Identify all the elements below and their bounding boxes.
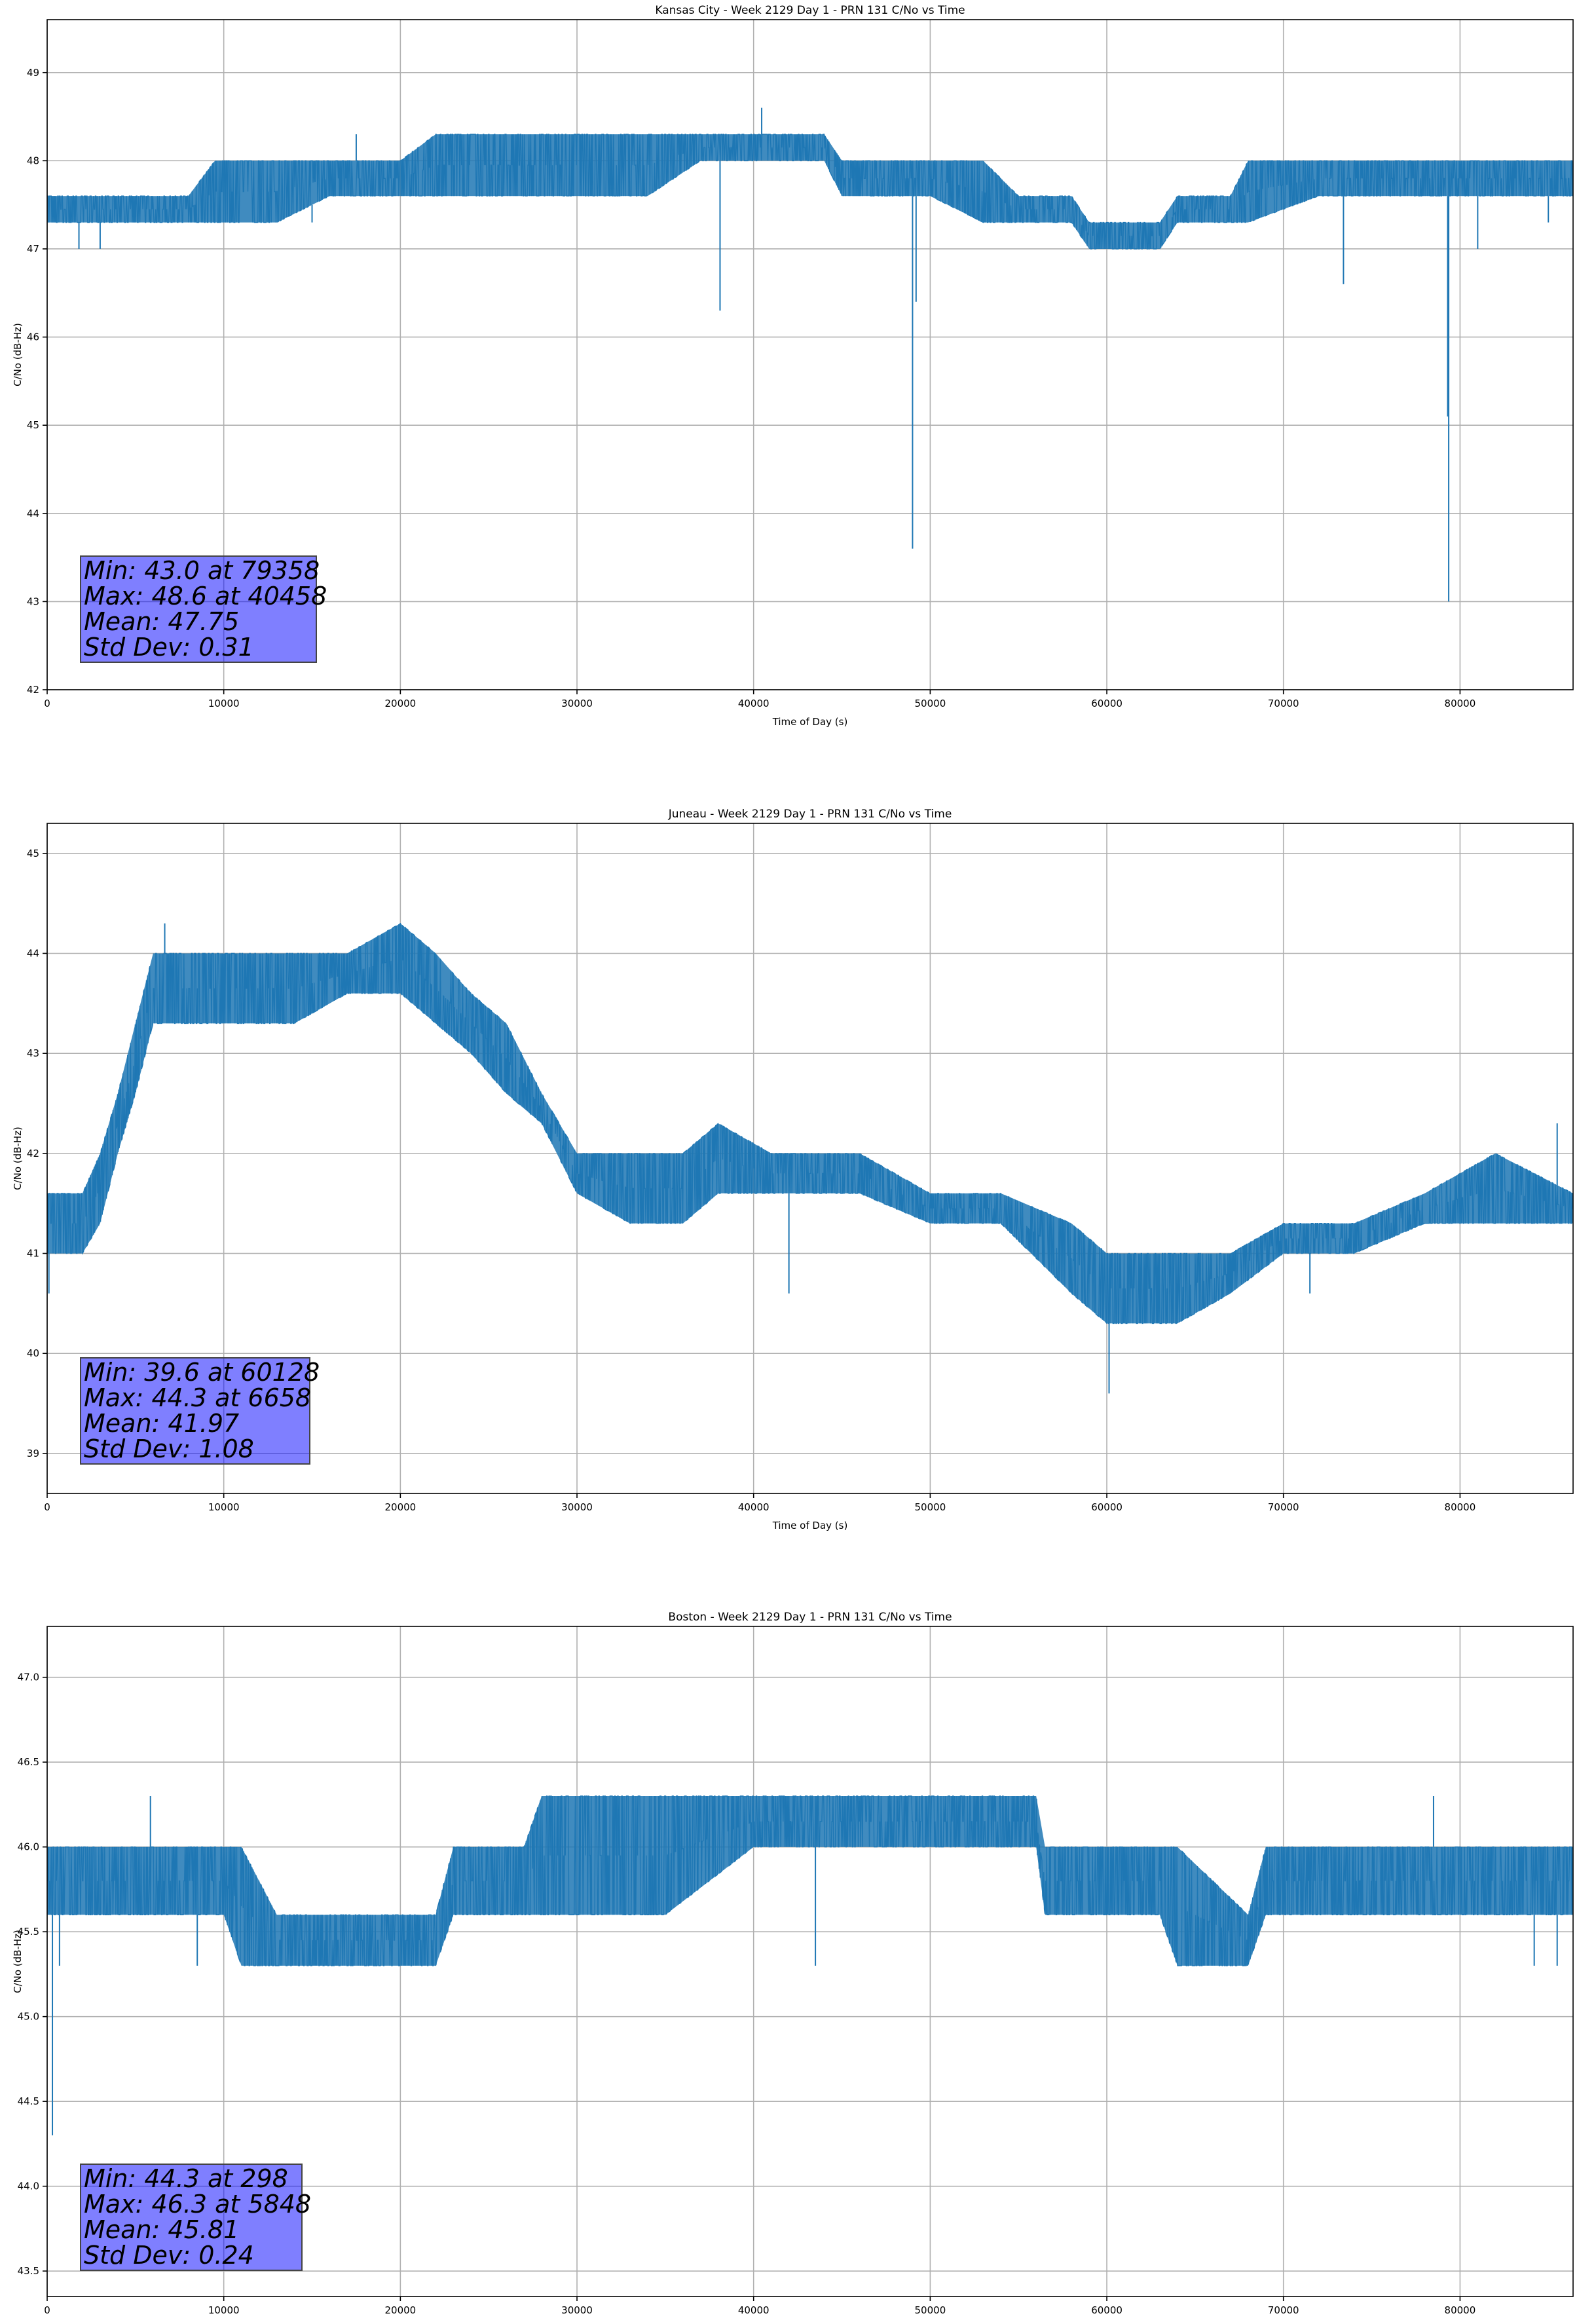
stats-line: Max: 46.3 at 5848: [84, 2190, 312, 2219]
x-tick-label: 80000: [1445, 698, 1476, 709]
x-tick-label: 20000: [384, 698, 416, 709]
x-tick-label: 0: [44, 2304, 50, 2316]
x-tick-label: 80000: [1445, 2304, 1476, 2316]
y-tick-label: 49: [27, 67, 39, 79]
y-tick-label: 42: [27, 1148, 39, 1159]
x-tick-label: 60000: [1091, 2304, 1122, 2316]
y-tick-label: 47.0: [18, 1672, 39, 1683]
y-tick-label: 44.5: [18, 2095, 39, 2107]
x-tick-label: 40000: [738, 1501, 770, 1513]
x-tick-label: 0: [44, 1501, 50, 1513]
stats-line: Mean: 47.75: [84, 607, 240, 636]
y-tick-label: 43: [27, 595, 39, 607]
y-tick-label: 46: [27, 331, 39, 343]
axes-frame: [46, 1626, 1574, 2297]
series-band: [47, 923, 1573, 1324]
stats-box: Min: 43.0 at 79358 Max: 48.6 at 40458 Mean…: [80, 555, 327, 663]
x-axis-label: Time of Day (s): [772, 716, 848, 728]
stats-box: Min: 39.6 at 60128 Max: 44.3 at 6658 Mean:…: [80, 1357, 320, 1465]
y-tick-label: 39: [27, 1448, 39, 1459]
y-tick-label: 40: [27, 1347, 39, 1359]
y-tick-label: 45: [27, 419, 39, 431]
x-tick-label: 0: [44, 698, 50, 709]
y-axis-label: C/No (dB-Hz): [12, 1930, 24, 1993]
stats-line: Min: 39.6 at 60128: [84, 1358, 320, 1387]
stats-line: Max: 44.3 at 6658: [84, 1383, 312, 1412]
series-band: [47, 1796, 1573, 1966]
x-tick-label: 50000: [915, 2304, 946, 2316]
y-tick-label: 47: [27, 243, 39, 255]
stats-line: Mean: 41.97: [84, 1409, 240, 1438]
x-tick-label: 10000: [208, 2304, 240, 2316]
stats-line: Max: 48.6 at 40458: [84, 582, 327, 610]
chart-title: Boston - Week 2129 Day 1 - PRN 131 C/No …: [668, 1611, 952, 1624]
series-line: [47, 107, 1573, 602]
axes-frame: [46, 19, 1574, 690]
y-axis-label: C/No (dB-Hz): [12, 1127, 24, 1190]
x-tick-label: 70000: [1268, 1501, 1299, 1513]
y-tick-label: 46.0: [18, 1841, 39, 1853]
axes-frame: [46, 823, 1574, 1494]
series-line: [47, 922, 1573, 1394]
y-tick-label: 46.5: [18, 1756, 39, 1768]
chart-panel-2: 0 10000 20000 30000 40000 50000 60000 70000 8000…: [12, 808, 1574, 1531]
stats-line: Std Dev: 0.24: [84, 2241, 254, 2270]
x-tick-label: 70000: [1268, 698, 1299, 709]
x-tick-label: 10000: [208, 698, 240, 709]
y-tick-label: 43: [27, 1047, 39, 1059]
series-band: [47, 134, 1573, 249]
stats-box: Min: 44.3 at 298 Max: 46.3 at 5848 Mean: 4…: [80, 2164, 312, 2271]
y-tick-label: 44.0: [18, 2181, 39, 2192]
x-tick-label: 80000: [1445, 1501, 1476, 1513]
series-line: [47, 1795, 1573, 2135]
y-tick-label: 43.5: [18, 2265, 39, 2277]
stats-line: Min: 44.3 at 298: [84, 2164, 288, 2193]
stats-line: Std Dev: 1.08: [84, 1434, 254, 1463]
stats-line: Std Dev: 0.31: [84, 633, 254, 662]
x-tick-label: 20000: [384, 1501, 416, 1513]
x-axis-label: Time of Day (s): [772, 2323, 848, 2324]
chart-title: Juneau - Week 2129 Day 1 - PRN 131 C/No …: [668, 808, 952, 821]
y-tick-label: 45: [27, 848, 39, 859]
stats-line: Mean: 45.81: [84, 2215, 240, 2244]
y-tick-label: 44: [27, 508, 39, 519]
chart-title: Kansas City - Week 2129 Day 1 - PRN 131 …: [655, 4, 965, 17]
y-tick-label: 48: [27, 155, 39, 166]
x-tick-label: 60000: [1091, 698, 1122, 709]
x-tick-label: 50000: [915, 698, 946, 709]
x-tick-label: 70000: [1268, 2304, 1299, 2316]
chart-panel-1: 0 10000 20000 30000 40000 50000 60000 70000 8000…: [12, 4, 1574, 728]
x-tick-label: 60000: [1091, 1501, 1122, 1513]
y-axis-label: C/No (dB-Hz): [12, 323, 24, 386]
y-tick-label: 44: [27, 947, 39, 959]
x-tick-label: 50000: [915, 1501, 946, 1513]
y-tick-label: 42: [27, 684, 39, 696]
x-tick-label: 10000: [208, 1501, 240, 1513]
y-tick-label: 41: [27, 1248, 39, 1260]
stats-line: Min: 43.0 at 79358: [84, 556, 320, 585]
x-axis-label: Time of Day (s): [772, 1520, 848, 1531]
y-tick-label: 45.5: [18, 1926, 39, 1938]
x-tick-label: 30000: [561, 1501, 593, 1513]
x-tick-label: 20000: [384, 2304, 416, 2316]
x-tick-label: 30000: [561, 698, 593, 709]
x-tick-label: 30000: [561, 2304, 593, 2316]
x-tick-label: 40000: [738, 2304, 770, 2316]
x-tick-label: 40000: [738, 698, 770, 709]
y-tick-label: 45.0: [18, 2011, 39, 2023]
